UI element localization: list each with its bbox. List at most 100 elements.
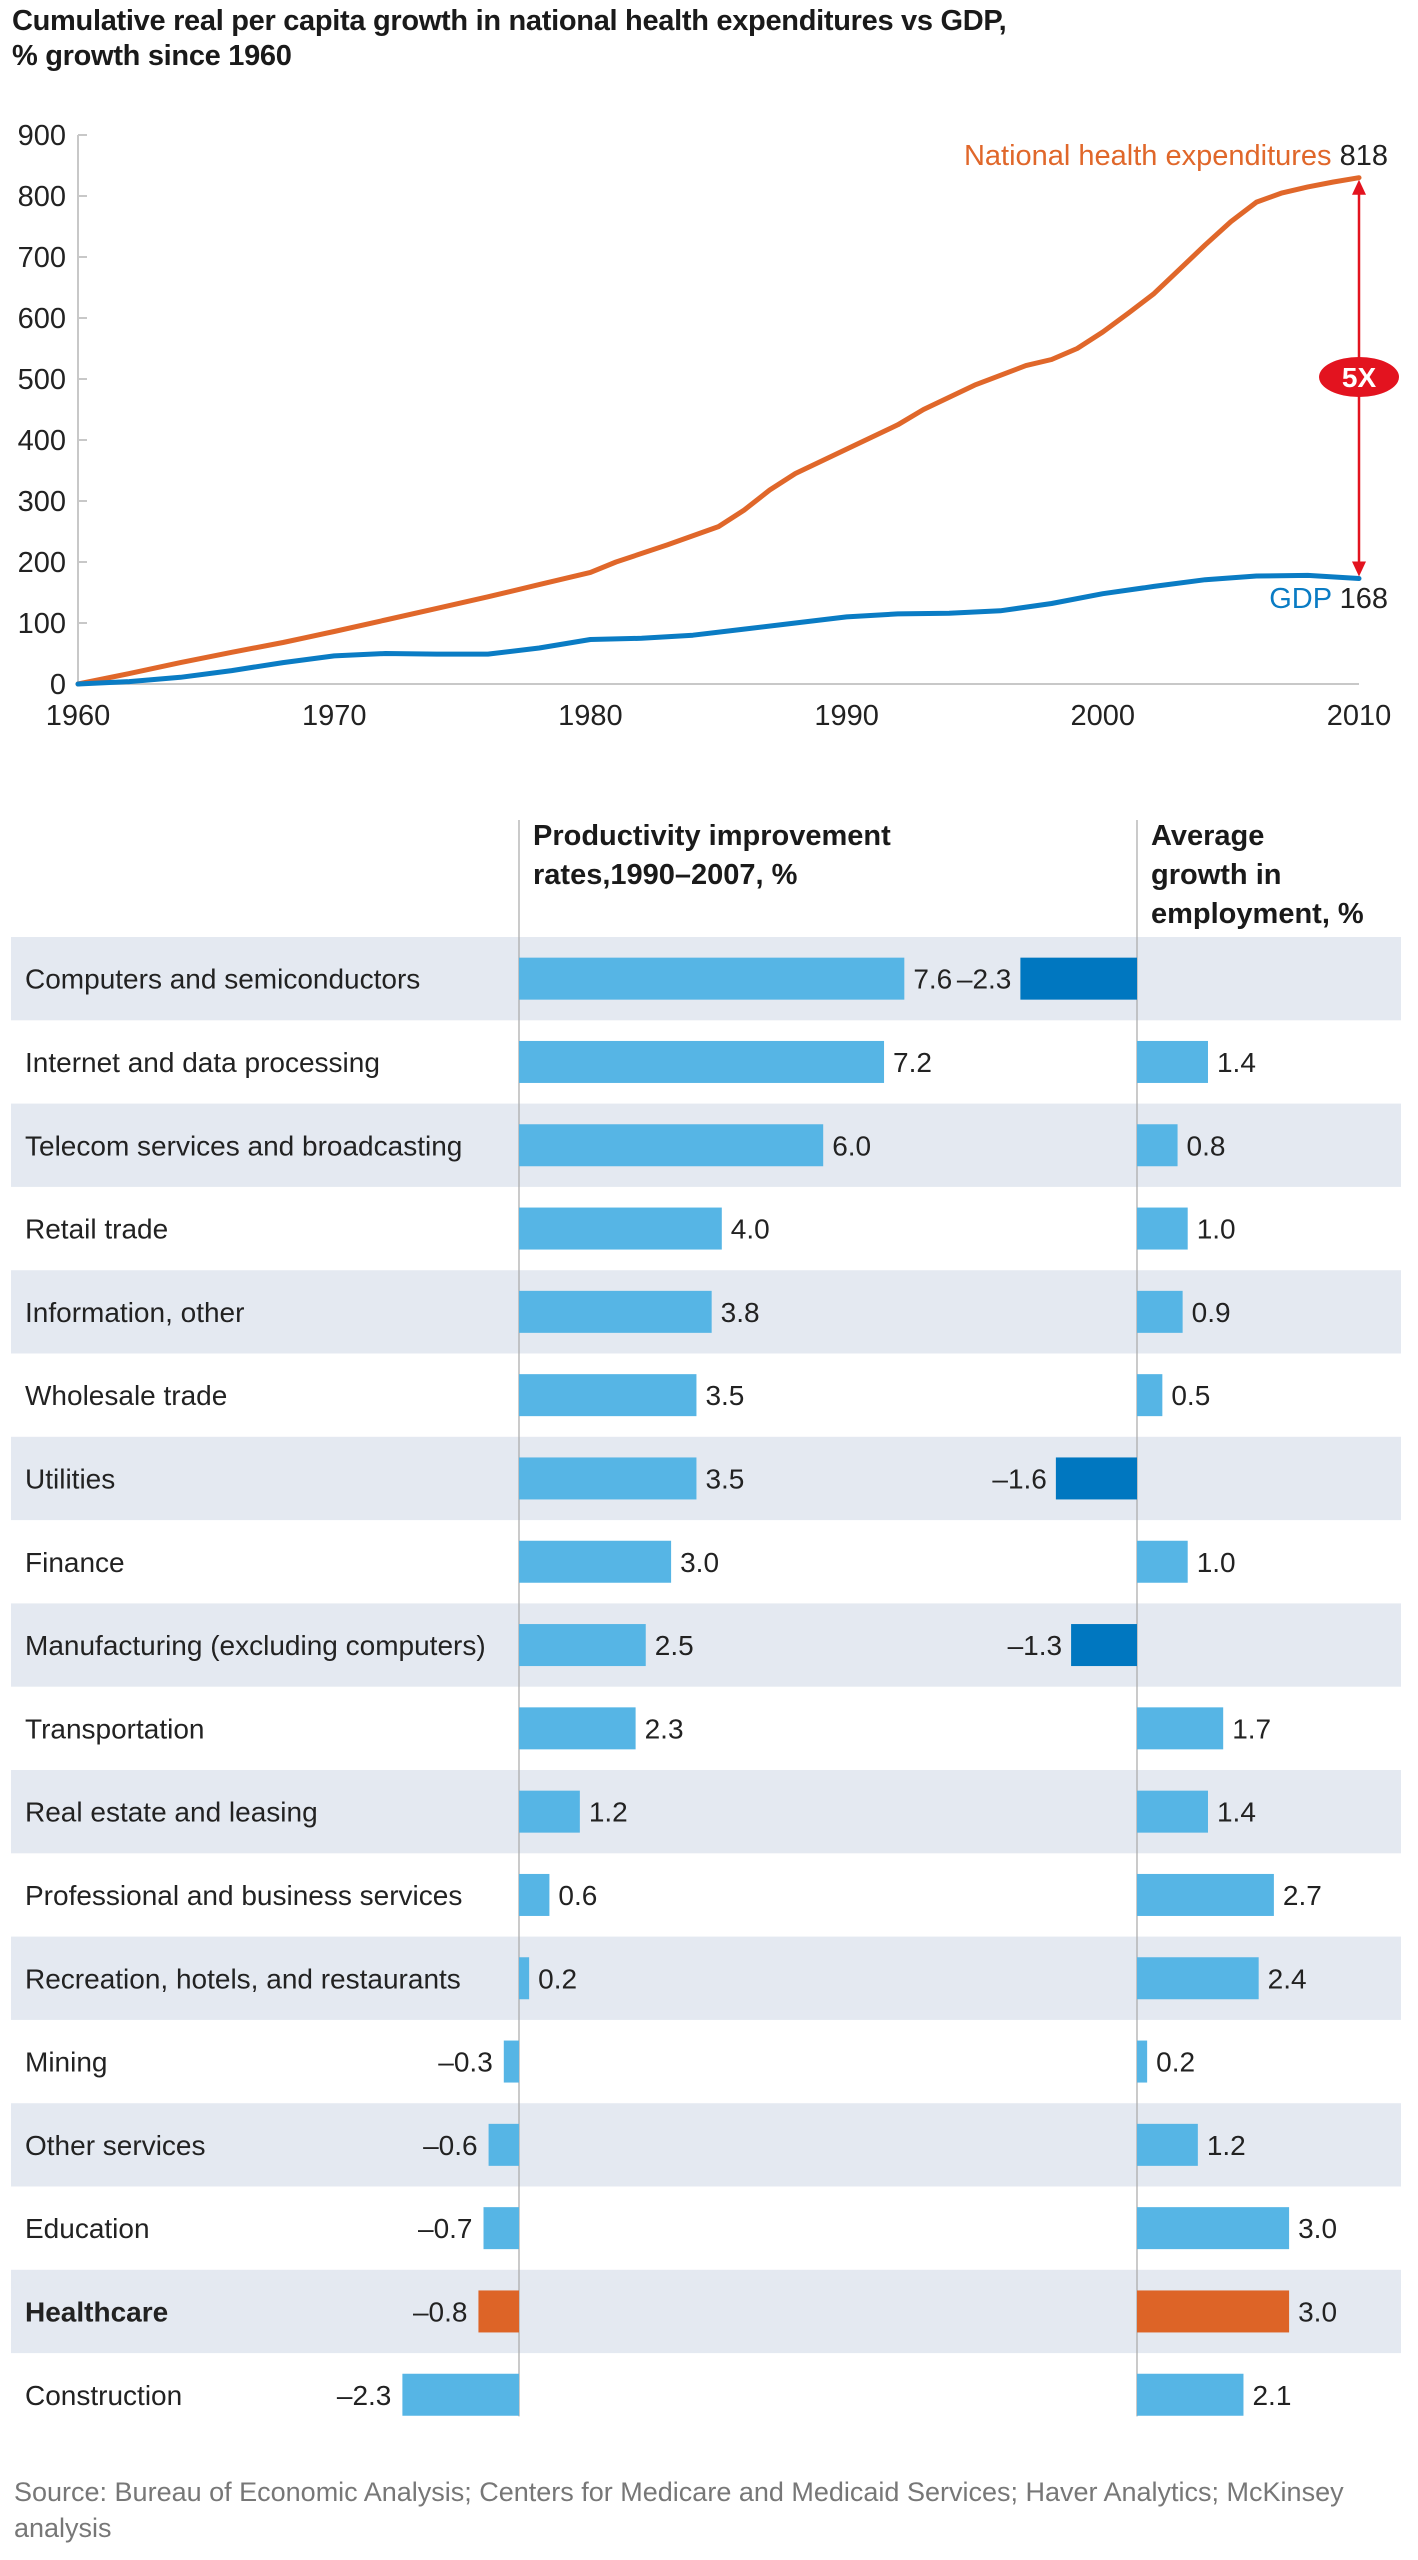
employment-value-label: 2.4: [1268, 1963, 1307, 1994]
bar-row: Information, other 3.8 0.9: [25, 1290, 1231, 1333]
line-chart-series: National health expenditures 818 GDP 168: [75, 140, 1388, 687]
employment-bar: [1020, 957, 1137, 1000]
employment-bar: [1137, 1290, 1183, 1333]
bar-row: Construction –2.3 2.1: [25, 2373, 1291, 2416]
employment-value-label: –1.6: [992, 1463, 1047, 1494]
employment-bar: [1137, 2290, 1290, 2333]
employment-value-label: 0.9: [1192, 1297, 1231, 1328]
category-label: Finance: [25, 1547, 125, 1578]
gdp-end-value: 168: [1340, 583, 1388, 615]
bar-row: Computers and semiconductors 7.6 –2.3: [25, 957, 1137, 1000]
category-label: Professional and business services: [25, 1880, 462, 1911]
growth-gap-annotation: 5X: [1319, 179, 1399, 577]
employment-value-label: 1.4: [1217, 1047, 1256, 1078]
employment-bar: [1055, 1457, 1137, 1500]
category-label: Computers and semiconductors: [25, 964, 420, 995]
nhe-end-value: 818: [1340, 140, 1388, 172]
chart-title-line-2: % growth since 1960: [12, 40, 292, 72]
productivity-bar: [519, 1040, 885, 1083]
arrow-down-icon: [1352, 561, 1366, 577]
bar-row: Other services –0.6 1.2: [25, 2123, 1246, 2166]
employment-bar: [1137, 1790, 1208, 1833]
employment-bar: [1137, 2373, 1244, 2416]
category-label: Transportation: [25, 1713, 205, 1744]
employment-value-label: 1.7: [1232, 1713, 1271, 1744]
category-label: Retail trade: [25, 1214, 168, 1245]
bar-row: Wholesale trade 3.5 0.5: [25, 1374, 1210, 1417]
gdp-series-label: GDP 168: [1269, 583, 1388, 615]
employment-bar: [1137, 2123, 1198, 2166]
y-tick-label: 300: [18, 486, 66, 518]
bar-rows: Computers and semiconductors 7.6 –2.3 Inter…: [25, 957, 1337, 2416]
productivity-bar: [519, 1957, 530, 2000]
category-label: Utilities: [25, 1463, 115, 1494]
x-tick-label: 1990: [814, 700, 879, 732]
productivity-value-label: 1.2: [589, 1797, 628, 1828]
category-label: Construction: [25, 2380, 182, 2411]
bar-row: Real estate and leasing 1.2 1.4: [25, 1790, 1256, 1833]
employment-header-line: growth in: [1151, 859, 1281, 891]
productivity-header-line: rates,1990–2007, %: [533, 859, 798, 891]
category-label: Information, other: [25, 1297, 244, 1328]
employment-header-line: Average: [1151, 820, 1264, 852]
productivity-value-label: –0.8: [413, 2296, 468, 2327]
source-note: Source: Bureau of Economic Analysis; Cen…: [14, 2477, 1344, 2543]
productivity-bar: [519, 1207, 722, 1250]
productivity-value-label: –0.3: [438, 2047, 493, 2078]
productivity-bar: [519, 1707, 636, 1750]
productivity-value-label: 6.0: [832, 1130, 871, 1161]
gap-badge-label: 5X: [1342, 362, 1377, 393]
bar-row: Finance 3.0 1.0: [25, 1540, 1236, 1583]
productivity-value-label: –0.6: [423, 2130, 478, 2161]
bar-chart: Productivity improvement rates,1990–2007,…: [11, 820, 1401, 2417]
y-tick-label: 800: [18, 181, 66, 213]
productivity-bar: [483, 2207, 519, 2250]
productivity-value-label: 0.2: [538, 1963, 577, 1994]
employment-value-label: 2.1: [1252, 2380, 1291, 2411]
productivity-bar: [478, 2290, 519, 2333]
productivity-bar: [519, 1124, 824, 1167]
row-band: [11, 1603, 1401, 1687]
row-bands: [11, 937, 1401, 2354]
productivity-value-label: 4.0: [731, 1214, 770, 1245]
bar-row: Telecom services and broadcasting 6.0 0.8: [25, 1124, 1226, 1167]
y-tick-label: 0: [50, 669, 66, 701]
productivity-value-label: 3.5: [705, 1463, 744, 1494]
bar-row: Internet and data processing 7.2 1.4: [25, 1040, 1256, 1083]
employment-bar: [1137, 1873, 1274, 1916]
line-chart: 0 100 200 300 400 500 600 700 800 900 1960 1970 1980…: [18, 120, 1399, 732]
category-label: Mining: [25, 2047, 107, 2078]
employment-value-label: 1.2: [1207, 2130, 1246, 2161]
productivity-value-label: –2.3: [337, 2380, 392, 2411]
productivity-bar: [519, 1457, 697, 1500]
productivity-value-label: –0.7: [418, 2213, 473, 2244]
productivity-value-label: 3.5: [705, 1380, 744, 1411]
category-label: Internet and data processing: [25, 1047, 380, 1078]
y-tick-label: 500: [18, 364, 66, 396]
employment-value-label: 0.5: [1171, 1380, 1210, 1411]
category-label: Education: [25, 2213, 150, 2244]
bar-row: Utilities 3.5 –1.6: [25, 1457, 1137, 1500]
employment-value-label: 3.0: [1298, 2296, 1337, 2327]
productivity-value-label: 3.8: [721, 1297, 760, 1328]
nhe-series-line: [75, 175, 1362, 687]
row-band: [11, 1436, 1401, 1521]
line-chart-axes: 0 100 200 300 400 500 600 700 800 900 1960 1970 1980…: [18, 120, 1392, 732]
productivity-bar: [519, 1790, 580, 1833]
bar-row: Mining –0.3 0.2: [25, 2040, 1195, 2083]
employment-value-label: 0.8: [1187, 1130, 1226, 1161]
category-label: Healthcare: [25, 2296, 168, 2327]
productivity-header-line: Productivity improvement: [533, 820, 891, 852]
employment-value-label: 0.2: [1156, 2047, 1195, 2078]
employment-bar: [1137, 1040, 1208, 1083]
productivity-bar: [519, 1873, 550, 1916]
x-tick-label: 1970: [302, 700, 367, 732]
gdp-series-line: [75, 572, 1362, 687]
employment-bar: [1137, 1124, 1178, 1167]
productivity-bar: [519, 1624, 646, 1667]
productivity-bar: [519, 1290, 712, 1333]
x-tick-label: 2000: [1071, 700, 1136, 732]
productivity-bar: [402, 2373, 519, 2416]
bar-row: Professional and business services 0.6 2.7: [25, 1873, 1322, 1916]
productivity-value-label: 7.2: [893, 1047, 932, 1078]
